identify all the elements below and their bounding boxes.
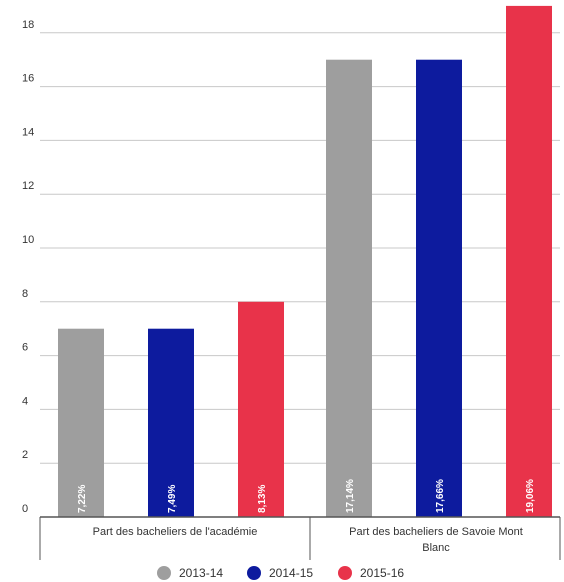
data-label: 7,22% [77, 485, 88, 513]
x-axis [39, 516, 561, 560]
bar-2015-16 [506, 5, 552, 518]
bar-2013-14 [326, 59, 372, 517]
y-axis-ticks: 0 2 4 6 8 10 12 14 16 18 [22, 19, 34, 515]
y-tick-label: 8 [22, 288, 28, 300]
category-label: Part des bacheliers de l'académie [93, 526, 258, 538]
data-label: 17,66% [435, 479, 446, 513]
bars [58, 5, 552, 518]
y-tick-label: 16 [22, 73, 34, 85]
legend-swatch [157, 566, 171, 580]
legend-swatch [247, 566, 261, 580]
legend-label: 2015-16 [360, 566, 404, 580]
y-tick-label: 18 [22, 19, 34, 31]
y-tick-label: 10 [22, 234, 34, 246]
y-tick-label: 12 [22, 180, 34, 192]
y-tick-label: 0 [22, 503, 28, 515]
bar-2015-16 [238, 301, 284, 517]
y-tick-label: 2 [22, 449, 28, 461]
legend-label: 2014-15 [269, 566, 313, 580]
bar-2014-15 [148, 328, 194, 517]
legend-swatch [338, 566, 352, 580]
category-label: Part des bacheliers de Savoie Mont [349, 526, 523, 538]
legend: 2013-14 2014-15 2015-16 [157, 566, 404, 580]
data-label: 8,13% [257, 485, 268, 513]
y-tick-label: 4 [22, 395, 28, 407]
category-label: Blanc [422, 542, 450, 554]
y-tick-label: 6 [22, 342, 28, 354]
data-label: 17,14% [345, 479, 356, 513]
bar-2014-15 [416, 59, 462, 517]
data-label: 7,49% [167, 485, 178, 513]
data-label: 19,06% [525, 479, 536, 513]
grid-lines [40, 32, 560, 464]
y-tick-label: 14 [22, 126, 34, 138]
legend-label: 2013-14 [179, 566, 223, 580]
bar-2013-14 [58, 328, 104, 517]
x-axis-categories: Part des bacheliers de l'académie Part de… [93, 526, 523, 554]
data-labels: 7,22% 17,14% 7,49% 17,66% 8,13% 19,06% [77, 479, 536, 513]
